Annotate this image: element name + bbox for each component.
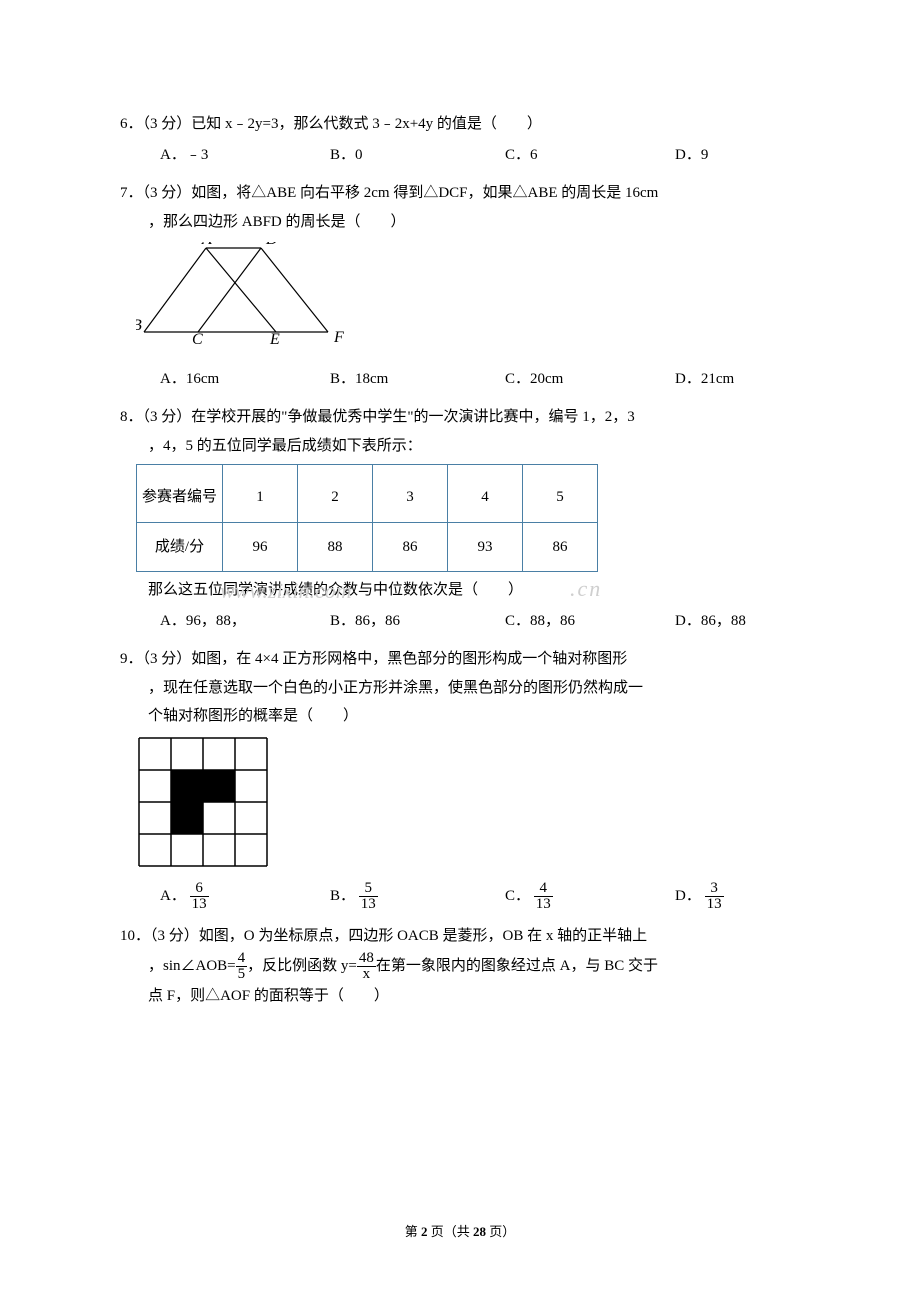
table-cell: 4 — [448, 465, 523, 523]
choice-c: C．88，86 — [505, 607, 675, 636]
table-header: 成绩/分 — [137, 522, 223, 572]
table-cell: 93 — [448, 522, 523, 572]
question-6: 6．（3 分）已知 x﹣2y=3，那么代数式 3﹣2x+4y 的值是（ ） A．… — [120, 110, 800, 169]
table-cell: 96 — [223, 522, 298, 572]
table-cell: 1 — [223, 465, 298, 523]
table-cell: 86 — [373, 522, 448, 572]
question-text-cont: ，那么四边形 ABFD 的周长是（ ） — [120, 208, 800, 237]
question-text: 9．（3 分）如图，在 4×4 正方形网格中，黑色部分的图形构成一个轴对称图形 — [120, 645, 800, 674]
question-text: 8．（3 分）在学校开展的"争做最优秀中学生"的一次演讲比赛中，编号 1，2，3 — [120, 403, 800, 432]
svg-text:E: E — [269, 331, 280, 348]
svg-text:F: F — [333, 329, 344, 346]
footer-text: 页（共 — [427, 1224, 473, 1239]
question-7: 7．（3 分）如图，将△ABE 向右平移 2cm 得到△DCF，如果△ABE 的… — [120, 179, 800, 393]
table-cell: 3 — [373, 465, 448, 523]
choice-b: B．18cm — [330, 365, 505, 394]
svg-text:A: A — [201, 242, 212, 248]
choice-a: A． 613 — [160, 881, 330, 912]
choice-b: B．86，86 — [330, 607, 505, 636]
choice-a: A．﹣3 — [160, 141, 330, 170]
svg-text:C: C — [192, 331, 203, 348]
grid-diagram — [138, 737, 268, 867]
choice-c: C．6 — [505, 141, 675, 170]
fraction: 48x — [357, 951, 376, 982]
choice-d: D． 313 — [675, 881, 800, 912]
choice-b: B．0 — [330, 141, 505, 170]
choice-label: D． — [675, 888, 701, 904]
score-table: 参赛者编号 1 2 3 4 5 成绩/分 96 88 86 93 86 — [136, 464, 598, 572]
table-row: 成绩/分 96 88 86 93 86 — [137, 522, 598, 572]
grid-figure — [120, 737, 800, 878]
choice-row: A．﹣3 B．0 C．6 D．9 — [120, 141, 800, 170]
question-text-cont: ，4，5 的五位同学最后成绩如下表所示： — [120, 432, 800, 461]
choice-label: A． — [160, 888, 186, 904]
question-text-cont: 点 F，则△AOF 的面积等于（ ） — [120, 982, 800, 1011]
choice-row: A．16cm B．18cm C．20cm D．21cm — [120, 365, 800, 394]
question-10: 10．（3 分）如图，O 为坐标原点，四边形 OACB 是菱形，OB 在 x 轴… — [120, 922, 800, 1010]
choice-d: D．86，88 — [675, 607, 800, 636]
footer-text: 页） — [486, 1224, 515, 1239]
table-cell: 88 — [298, 522, 373, 572]
choice-b: B． 513 — [330, 881, 505, 912]
svg-text:D: D — [265, 242, 278, 248]
watermark: www.zixin.com — [220, 570, 352, 612]
choice-c: C． 413 — [505, 881, 675, 912]
choice-label: C． — [505, 888, 530, 904]
table-cell: 2 — [298, 465, 373, 523]
fraction: 413 — [534, 881, 553, 912]
text-part: ，sin∠AOB= — [148, 957, 236, 973]
choice-d: D．9 — [675, 141, 800, 170]
text-part: 在第一象限内的图象经过点 A，与 BC 交于 — [376, 957, 658, 973]
svg-text:B: B — [136, 317, 142, 334]
fraction: 45 — [236, 951, 248, 982]
fraction: 513 — [359, 881, 378, 912]
choice-label: B． — [330, 888, 355, 904]
triangle-figure: A D B C E F — [120, 242, 800, 361]
question-text: 10．（3 分）如图，O 为坐标原点，四边形 OACB 是菱形，OB 在 x 轴… — [120, 922, 800, 951]
choice-row: A． 613 B． 513 C． 413 D． 313 — [120, 881, 800, 912]
choice-d: D．21cm — [675, 365, 800, 394]
watermark: .cn — [570, 568, 602, 610]
total-pages: 28 — [473, 1224, 486, 1239]
fraction: 313 — [705, 881, 724, 912]
question-text-cont: ，sin∠AOB=45，反比例函数 y=48x在第一象限内的图象经过点 A，与 … — [120, 951, 800, 982]
question-text-cont: ，现在任意选取一个白色的小正方形并涂黑，使黑色部分的图形仍然构成一 — [120, 674, 800, 703]
question-8: 8．（3 分）在学校开展的"争做最优秀中学生"的一次演讲比赛中，编号 1，2，3… — [120, 403, 800, 635]
table-header: 参赛者编号 — [137, 465, 223, 523]
table-cell: 86 — [523, 522, 598, 572]
text-part: ，反比例函数 y= — [247, 957, 357, 973]
question-text-cont: 个轴对称图形的概率是（ ） — [120, 702, 800, 731]
choice-a: A．16cm — [160, 365, 330, 394]
page-footer: 第 2 页（共 28 页） — [0, 1221, 920, 1240]
question-text: 7．（3 分）如图，将△ABE 向右平移 2cm 得到△DCF，如果△ABE 的… — [120, 179, 800, 208]
table-cell: 5 — [523, 465, 598, 523]
table-row: 参赛者编号 1 2 3 4 5 — [137, 465, 598, 523]
choice-c: C．20cm — [505, 365, 675, 394]
footer-text: 第 — [405, 1224, 421, 1239]
fraction: 613 — [190, 881, 209, 912]
question-9: 9．（3 分）如图，在 4×4 正方形网格中，黑色部分的图形构成一个轴对称图形 … — [120, 645, 800, 912]
question-text: 6．（3 分）已知 x﹣2y=3，那么代数式 3﹣2x+4y 的值是（ ） — [120, 110, 800, 139]
geometry-diagram: A D B C E F — [136, 242, 350, 350]
